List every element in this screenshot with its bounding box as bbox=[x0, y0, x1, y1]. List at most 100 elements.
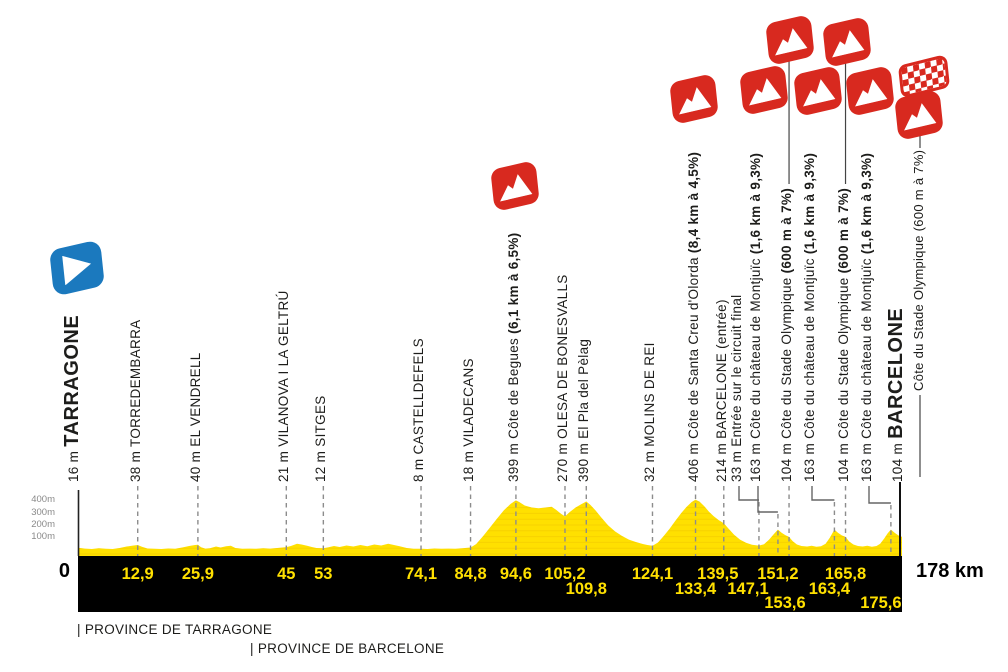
mountain-icon-body bbox=[739, 63, 789, 117]
start-flag-icon-body bbox=[49, 239, 105, 297]
km-marker: 109,8 bbox=[566, 580, 607, 598]
mountain-icon bbox=[793, 64, 843, 118]
waypoint-label: 163 m Côte du château de Montjuïc (1,6 k… bbox=[748, 153, 764, 482]
km-marker: 45 bbox=[277, 565, 295, 583]
waypoint-label: 38 m TORREDEMBARRA bbox=[128, 320, 144, 482]
mountain-glyph bbox=[498, 171, 533, 201]
label-elbow-connector bbox=[757, 486, 778, 513]
label-elbow-connector bbox=[738, 486, 759, 501]
waypoint-elevation: 12 m bbox=[313, 446, 329, 482]
km-marker: 147,1 bbox=[727, 580, 768, 598]
mountain-icon bbox=[490, 159, 540, 213]
km-marker: 165,8 bbox=[825, 565, 866, 583]
y-axis-tick: 200m bbox=[31, 519, 55, 530]
distance-bar bbox=[78, 556, 902, 612]
waypoint-name: Côte du Stade Olympique bbox=[835, 277, 851, 439]
km-marker: 74,1 bbox=[405, 565, 437, 583]
label-elbow-connector bbox=[811, 486, 835, 501]
mountain-icon bbox=[822, 15, 872, 69]
mountain-icon bbox=[739, 63, 789, 117]
mountain-icon bbox=[845, 64, 895, 118]
mountain-glyph bbox=[830, 27, 865, 57]
waypoint-name: Entrée sur le circuit final bbox=[729, 294, 744, 447]
waypoint-elevation: 270 m bbox=[554, 438, 570, 482]
waypoint-label: 12 m SITGES bbox=[313, 395, 329, 482]
y-axis-tick: 100m bbox=[31, 531, 55, 543]
province-label-barcelone: | PROVINCE DE BARCELONE bbox=[250, 641, 445, 656]
waypoint-label: 163 m Côte du château de Montjuïc (1,6 k… bbox=[859, 153, 875, 482]
waypoint-label: 104 m Côte du Stade Olympique (600 m à 7… bbox=[836, 188, 852, 482]
mountain-icon-body bbox=[845, 64, 895, 118]
waypoint-label: 18 m VILADECANS bbox=[461, 358, 477, 482]
climb-stats: (1,6 km à 9,3%) bbox=[859, 152, 874, 259]
waypoint-elevation: 214 m bbox=[713, 438, 729, 482]
km-marker: 151,2 bbox=[757, 565, 798, 583]
mountain-icon bbox=[669, 72, 719, 126]
km-marker: 94,6 bbox=[500, 565, 532, 583]
waypoint-name: VILADECANS bbox=[460, 358, 476, 447]
km-marker: 139,5 bbox=[697, 565, 738, 583]
waypoint-name: OLESA DE BONESVALLS bbox=[554, 274, 570, 439]
waypoint-name: BARCELONE (entrée) bbox=[713, 299, 729, 439]
waypoint-name: EL VENDRELL bbox=[187, 352, 203, 447]
km-marker: 133,4 bbox=[675, 580, 717, 598]
waypoint-label: 32 m MOLINS DE REI bbox=[642, 342, 658, 482]
finish-flag-icon bbox=[898, 53, 950, 100]
km-marker: 53 bbox=[314, 565, 332, 583]
elevation-profile-area bbox=[78, 499, 902, 556]
waypoint-elevation: 32 m bbox=[642, 446, 658, 482]
waypoint-label: 40 m EL VENDRELL bbox=[188, 352, 204, 482]
waypoint-name: SITGES bbox=[313, 395, 329, 447]
km-marker: 153,6 bbox=[764, 594, 805, 612]
waypoint-label: 104 m Côte du Stade Olympique (600 m à 7… bbox=[779, 188, 795, 482]
waypoint-elevation: 8 m bbox=[411, 454, 427, 482]
waypoint-name: Côte de Santa Creu d'Olorda bbox=[685, 257, 701, 439]
waypoint-name: TORREDEMBARRA bbox=[127, 319, 143, 447]
waypoint-label: 390 m El Pla del Pèlag bbox=[576, 339, 592, 482]
mountain-glyph bbox=[801, 76, 836, 106]
waypoint-elevation: 104 m bbox=[835, 438, 851, 482]
waypoint-elevation: 40 m bbox=[187, 446, 203, 482]
waypoint-label: 16 m TARRAGONE bbox=[61, 314, 83, 482]
km-marker: 175,6 bbox=[860, 594, 901, 612]
waypoint-label: 21 m VILANOVA I LA GELTRÚ bbox=[276, 290, 292, 482]
waypoint-label: 104 m BARCELONE bbox=[885, 307, 907, 482]
km-total-label: 178 km bbox=[916, 560, 984, 582]
waypoint-name: BARCELONE bbox=[885, 307, 907, 439]
km-start-label: 0 bbox=[58, 560, 70, 582]
mountain-icon bbox=[765, 13, 815, 67]
mountain-glyph bbox=[773, 25, 808, 55]
waypoint-label: 163 m Côte du château de Montjuïc (1,6 k… bbox=[802, 153, 818, 482]
waypoint-elevation: 33 m bbox=[729, 446, 744, 482]
km-marker: 163,4 bbox=[809, 580, 851, 598]
waypoint-label: 8 m CASTELLDEFELS bbox=[411, 338, 427, 482]
km-marker: 124,1 bbox=[632, 565, 673, 583]
mountain-glyph bbox=[902, 100, 937, 130]
km-marker: 105,2 bbox=[544, 565, 585, 583]
waypoint-label-secondary: Côte du Stade Olympique (600 m à 7%) bbox=[911, 149, 926, 391]
waypoint-elevation: 406 m bbox=[685, 438, 701, 482]
label-elbow-connector bbox=[868, 486, 891, 504]
mountain-icon-body bbox=[669, 72, 719, 126]
climb-stats: (600 m à 7%) bbox=[835, 187, 851, 278]
mountain-glyph bbox=[677, 84, 712, 114]
mountain-icon-body bbox=[490, 159, 540, 213]
waypoint-elevation: 390 m bbox=[576, 438, 592, 482]
waypoint-label: 33 m Entrée sur le circuit final bbox=[729, 295, 745, 482]
waypoint-name: TARRAGONE bbox=[61, 314, 83, 447]
waypoint-elevation: 16 m bbox=[66, 446, 81, 482]
climb-stats: (8,4 km à 4,5%) bbox=[685, 151, 701, 258]
climb-stats: (6,1 km à 6,5%) bbox=[505, 232, 521, 338]
waypoint-label: 406 m Côte de Santa Creu d'Olorda (8,4 k… bbox=[686, 152, 702, 482]
waypoint-elevation: 38 m bbox=[127, 446, 143, 482]
waypoint-label: 399 m Côte de Begues (6,1 km à 6,5%) bbox=[506, 233, 522, 482]
waypoint-name: Côte du château de Montjuïc bbox=[748, 258, 763, 439]
mountain-icon bbox=[894, 88, 944, 142]
waypoint-name: Côte du Stade Olympique bbox=[779, 277, 795, 439]
waypoint-elevation: 399 m bbox=[505, 438, 521, 482]
waypoint-name: El Pla del Pèlag bbox=[576, 338, 592, 439]
waypoint-elevation: 21 m bbox=[276, 446, 292, 482]
waypoint-label: 214 m BARCELONE (entrée) bbox=[714, 299, 730, 482]
waypoint-name: Côte du château de Montjuïc bbox=[802, 258, 817, 439]
